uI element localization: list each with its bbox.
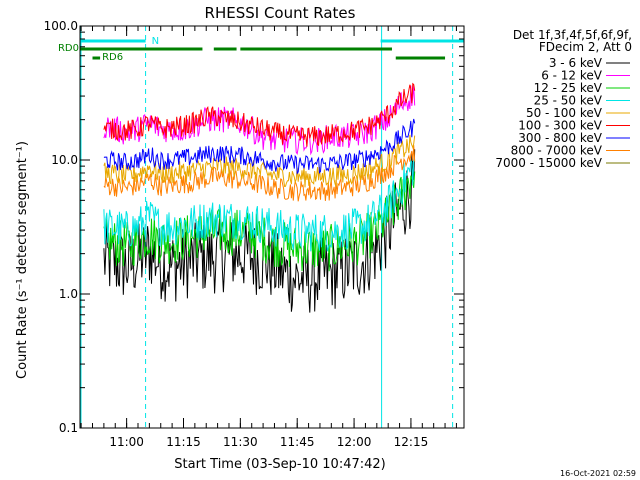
legend-label-3: 25 - 50 keV [534, 94, 603, 108]
chart-title: RHESSI Count Rates [205, 4, 356, 22]
legend-label-8: 7000 - 15000 keV [495, 156, 602, 170]
y-tick-label-2: 10.0 [51, 153, 78, 167]
x-tick-label-4: 12:00 [337, 435, 372, 449]
legend-label-6: 300 - 800 keV [518, 131, 602, 145]
legend-header: Det 1f,3f,4f,5f,6f,9f, FDecim 2, Att 0 [513, 28, 632, 54]
legend-label-2: 12 - 25 keV [534, 81, 603, 95]
legend-header-line-1: Det 1f,3f,4f,5f,6f,9f, [513, 28, 632, 42]
y-tick-label-3: 100.0 [44, 19, 78, 33]
series-line-4 [103, 134, 416, 188]
legend-label-1: 6 - 12 keV [541, 69, 603, 83]
state-bar-label-rd6: RD6 [102, 52, 123, 63]
plot-area: N RD0 RD6 [58, 26, 464, 428]
legend-label-4: 50 - 100 keV [526, 106, 603, 120]
series-line-3 [103, 158, 416, 252]
legend-label-0: 3 - 6 keV [549, 56, 603, 70]
y-tick-label-0: 0.1 [59, 421, 78, 435]
x-tick-label-2: 11:30 [223, 435, 258, 449]
footer-timestamp: 16-Oct-2021 02:59 [560, 469, 636, 478]
state-bar-label-rd0: RD0 [58, 43, 79, 54]
legend-label-5: 100 - 300 keV [518, 119, 602, 133]
y-axis-label: Count Rate (s⁻¹ detector segment⁻¹) [15, 141, 30, 379]
x-tick-label-1: 11:15 [166, 435, 201, 449]
y-tick-label-1: 1.0 [59, 287, 78, 301]
series-line-6 [103, 118, 416, 175]
state-bar-label-n: N [152, 36, 159, 47]
legend-label-7: 800 - 7000 keV [511, 144, 603, 158]
series-line-5 [103, 82, 416, 147]
plot-frame [79, 25, 465, 429]
x-axis-label: Start Time (03-Sep-10 10:47:42) [174, 457, 385, 472]
series-line-2 [103, 171, 416, 272]
x-tick-label-5: 12:15 [394, 435, 429, 449]
x-tick-label-0: 11:00 [109, 435, 144, 449]
series-line-1 [103, 85, 416, 156]
axes: 0.1 1.0 10.0 100.0 11:00 11:15 11:30 11:45 12:00… [44, 19, 465, 449]
legend-header-line-2: FDecim 2, Att 0 [539, 40, 632, 54]
series-line-0 [103, 149, 416, 313]
x-tick-label-3: 11:45 [280, 435, 315, 449]
